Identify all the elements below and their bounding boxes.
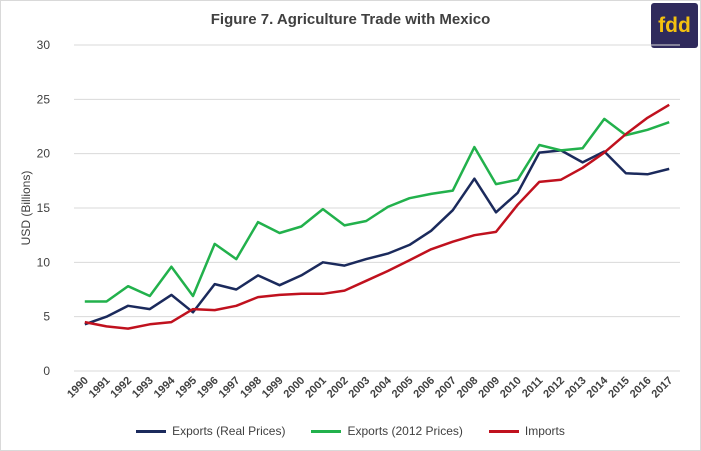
series-line xyxy=(84,117,670,303)
x-tick-label: 1999 xyxy=(260,375,286,401)
y-tick-label: 15 xyxy=(37,201,51,215)
legend-swatch xyxy=(311,429,342,433)
legend-item: Exports (Real Prices) xyxy=(136,424,285,438)
x-tick-label: 2000 xyxy=(282,375,308,401)
x-tick-label: 2008 xyxy=(455,375,481,401)
x-tick-label: 1994 xyxy=(152,374,178,400)
x-tick-label: 1997 xyxy=(217,375,243,401)
x-tick-label: 1991 xyxy=(87,375,113,401)
fdd-logo: fdd xyxy=(651,3,698,48)
legend-item: Exports (2012 Prices) xyxy=(311,424,463,438)
series-line xyxy=(84,103,670,330)
legend-swatch xyxy=(136,429,167,433)
x-tick-label: 2012 xyxy=(541,375,567,401)
y-axis-label: USD (Billions) xyxy=(19,171,33,246)
x-tick-label: 1992 xyxy=(108,375,134,401)
series-line xyxy=(84,149,670,326)
x-tick-label: 2002 xyxy=(325,375,351,401)
x-tick-label: 2001 xyxy=(303,375,329,401)
x-tick-label: 2004 xyxy=(368,374,394,400)
x-tick-label: 2003 xyxy=(347,375,373,401)
x-tick-label: 2016 xyxy=(628,375,654,401)
y-tick-label: 0 xyxy=(43,364,50,378)
x-tick-label: 1993 xyxy=(130,375,156,401)
x-tick-label: 1996 xyxy=(195,375,221,401)
x-tick-label: 2013 xyxy=(563,375,589,401)
x-tick-label: 1998 xyxy=(238,375,264,401)
x-tick-label: 2005 xyxy=(390,375,416,401)
y-tick-label: 30 xyxy=(37,38,51,52)
y-tick-label: 20 xyxy=(37,147,51,161)
x-tick-label: 2006 xyxy=(411,375,437,401)
y-tick-label: 5 xyxy=(43,310,50,324)
x-tick-label: 2009 xyxy=(476,375,502,401)
legend-swatch xyxy=(488,429,519,433)
chart-title: Figure 7. Agriculture Trade with Mexico xyxy=(210,11,491,28)
x-tick-label: 1995 xyxy=(173,375,199,401)
x-tick-label: 2015 xyxy=(606,375,632,401)
logo-text: fdd xyxy=(658,13,691,37)
x-tick-label: 1990 xyxy=(65,375,91,401)
x-tick-label: 2011 xyxy=(520,375,545,400)
legend-label: Imports xyxy=(524,424,565,438)
x-tick-label: 2017 xyxy=(650,375,676,401)
legend-item: Imports xyxy=(488,424,565,438)
y-tick-label: 25 xyxy=(37,92,51,106)
legend-label: Exports (2012 Prices) xyxy=(347,424,463,438)
chart-legend: Exports (Real Prices) Exports (2012 Price… xyxy=(0,424,701,438)
x-tick-label: 2010 xyxy=(498,375,524,401)
x-tick-label: 2014 xyxy=(585,374,611,400)
legend-label: Exports (Real Prices) xyxy=(172,424,286,438)
x-tick-label: 2007 xyxy=(433,375,459,401)
y-tick-label: 10 xyxy=(37,255,51,269)
